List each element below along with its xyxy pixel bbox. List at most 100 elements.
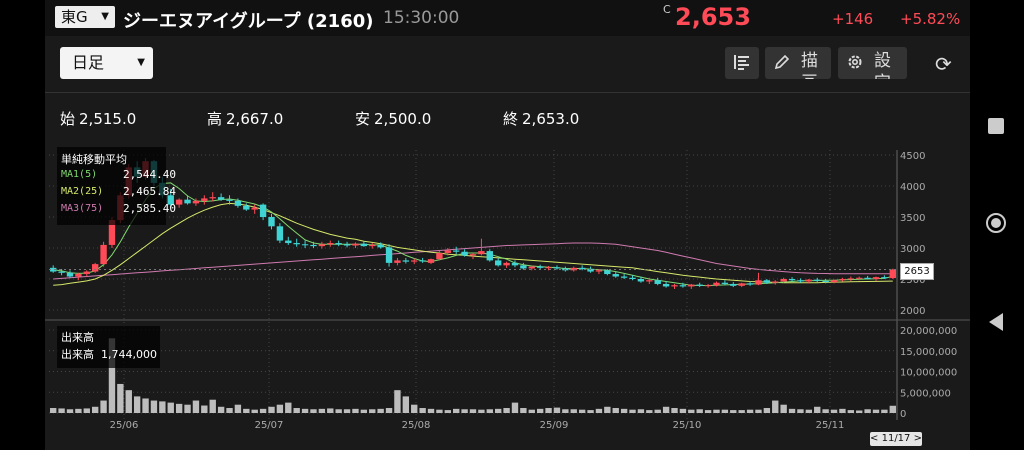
candle-body bbox=[797, 280, 804, 282]
candle-body bbox=[536, 266, 544, 268]
ma-legend: 単純移動平均 MA1(5) 2,544.40 MA2(25) 2,465.84 … bbox=[57, 147, 176, 225]
candle-body bbox=[654, 280, 661, 284]
ma2-line bbox=[53, 202, 893, 286]
candle-body bbox=[587, 269, 594, 272]
candle-body bbox=[343, 244, 351, 246]
candle-body bbox=[394, 260, 401, 263]
volume-bar bbox=[797, 409, 804, 413]
chart-type-button[interactable] bbox=[725, 47, 759, 79]
toolbar: 日足 ▼ 描画 設定 ⟳ bbox=[45, 36, 970, 92]
volume-bar bbox=[335, 409, 342, 413]
volume-bar bbox=[545, 408, 552, 413]
candle-body bbox=[259, 204, 267, 217]
volume-bar bbox=[117, 383, 124, 413]
period-select[interactable]: 日足 ▼ bbox=[60, 47, 153, 79]
volume-bar bbox=[494, 408, 502, 413]
reload-icon[interactable]: ⟳ bbox=[935, 52, 952, 76]
volume-bar bbox=[595, 408, 603, 413]
volume-bar bbox=[881, 409, 888, 413]
candle-body bbox=[167, 195, 174, 205]
candle-body bbox=[839, 279, 846, 281]
volume-bar bbox=[864, 409, 871, 413]
candle-body bbox=[327, 243, 334, 245]
candle-body bbox=[881, 277, 888, 279]
close-value: 終 2,653.0 bbox=[503, 110, 580, 128]
period-label: 日足 bbox=[72, 53, 105, 72]
candle-body bbox=[461, 251, 468, 256]
volume-axis-label: 15,000,000 bbox=[900, 347, 957, 358]
open-value: 始 2,515.0 bbox=[60, 110, 137, 128]
market-selector[interactable]: 東G ▼ bbox=[55, 6, 115, 28]
candle-body bbox=[604, 270, 611, 275]
volume-bar bbox=[209, 399, 216, 413]
candle-body bbox=[469, 254, 477, 256]
candle-body bbox=[570, 267, 577, 271]
volume-bar bbox=[217, 406, 225, 413]
candle-body bbox=[503, 262, 510, 266]
volume-legend-title: 出来高 bbox=[61, 331, 94, 344]
volume-axis-label: 5,000,000 bbox=[900, 388, 951, 399]
candle-body bbox=[192, 200, 200, 204]
candle-body bbox=[805, 279, 813, 282]
candle-body bbox=[772, 281, 779, 283]
volume-bar bbox=[352, 408, 359, 413]
volume-bar bbox=[243, 408, 250, 413]
volume-bar bbox=[730, 410, 737, 413]
volume-bar bbox=[696, 409, 703, 413]
chevron-down-icon: ▼ bbox=[137, 57, 145, 68]
x-axis-label: 25/11 bbox=[816, 420, 845, 431]
volume-bar bbox=[763, 408, 771, 413]
volume-bar bbox=[746, 409, 754, 413]
volume-bar bbox=[58, 408, 65, 413]
draw-button[interactable]: 描画 bbox=[765, 47, 831, 79]
volume-bar bbox=[511, 402, 519, 413]
candle-body bbox=[679, 285, 687, 287]
candle-body bbox=[755, 280, 762, 285]
candle-body bbox=[234, 200, 242, 206]
date-navigator[interactable]: < 11/17 > bbox=[870, 432, 922, 446]
volume-bar bbox=[688, 409, 695, 413]
ma2-value: 2,465.84 bbox=[123, 185, 176, 198]
candle-body bbox=[864, 277, 871, 279]
candle-body bbox=[713, 282, 720, 286]
candle-body bbox=[637, 279, 645, 282]
volume-bar bbox=[755, 409, 762, 413]
volume-bar bbox=[327, 408, 334, 413]
recent-apps-icon[interactable] bbox=[988, 118, 1004, 134]
candle-body bbox=[209, 197, 216, 199]
candle-body bbox=[620, 276, 628, 278]
volume-bar bbox=[704, 410, 712, 413]
volume-bar bbox=[385, 408, 393, 413]
candle-body bbox=[100, 244, 107, 265]
ma1-label: MA1(5) bbox=[61, 169, 98, 180]
volume-bar bbox=[377, 408, 384, 413]
volume-bar bbox=[343, 409, 351, 413]
ma3-label: MA3(75) bbox=[61, 203, 104, 214]
home-icon[interactable] bbox=[985, 212, 1007, 234]
system-navigation-bar bbox=[970, 0, 1024, 450]
volume-bar bbox=[570, 409, 577, 413]
volume-bar bbox=[679, 408, 687, 413]
volume-bar bbox=[50, 408, 57, 413]
price-chart[interactable]: 25/06 25/07 25/08 25/09 25/10 25/11 4500 4000 35… bbox=[45, 0, 970, 450]
back-icon[interactable] bbox=[987, 312, 1005, 336]
volume-bar bbox=[150, 400, 158, 413]
candle-body bbox=[730, 283, 737, 286]
draw-label: 描画 bbox=[801, 51, 818, 79]
price-axis-label: 2000 bbox=[900, 306, 925, 317]
high-value: 高 2,667.0 bbox=[207, 110, 284, 128]
candle-body bbox=[662, 283, 670, 287]
pencil-icon bbox=[774, 54, 790, 70]
volume-bar bbox=[394, 390, 401, 413]
x-axis-label: 25/07 bbox=[255, 420, 284, 431]
volume-bar bbox=[612, 408, 619, 413]
volume-bar bbox=[285, 402, 292, 413]
settings-button[interactable]: 設定 bbox=[838, 47, 907, 79]
candle-body bbox=[243, 205, 250, 210]
candle-body bbox=[276, 226, 284, 241]
candle-body bbox=[612, 274, 619, 277]
candle-body bbox=[184, 199, 191, 204]
x-axis-label: 25/08 bbox=[402, 420, 431, 431]
candle-body bbox=[814, 279, 821, 281]
volume-bar bbox=[75, 408, 82, 413]
